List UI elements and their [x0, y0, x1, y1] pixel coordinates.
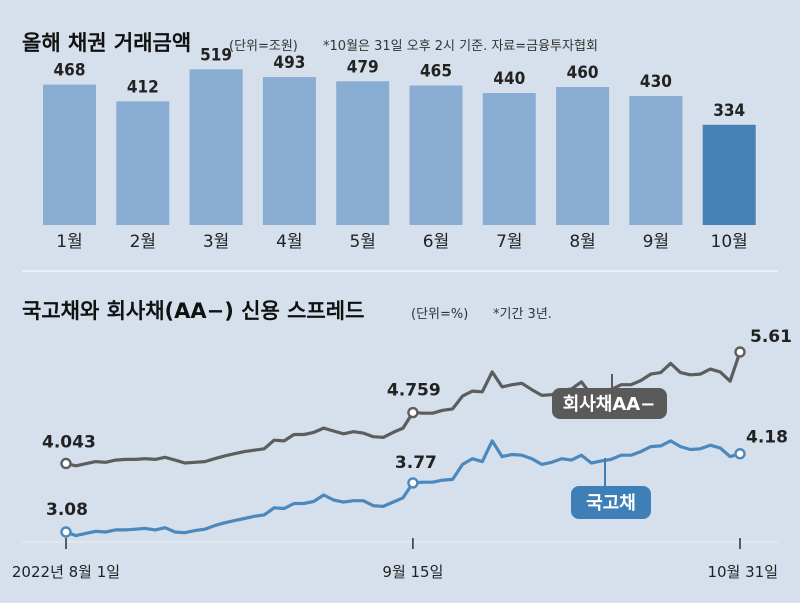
bar-value-label-group: 468 412 519 493 479 465 440 460 430 334 — [54, 45, 746, 121]
x-tick-label: 10월 31일 — [707, 563, 778, 581]
bar — [43, 84, 96, 225]
bar-value-label: 460 — [567, 63, 599, 83]
data-point-label: 4.043 — [42, 432, 96, 452]
month-label: 9월 — [643, 232, 669, 252]
data-point-label: 5.61 — [750, 327, 792, 347]
month-label: 10월 — [711, 232, 748, 252]
bar — [629, 96, 683, 225]
month-label: 8월 — [569, 232, 595, 252]
bar-value-label: 412 — [127, 77, 159, 97]
treasury-bond-line — [64, 439, 742, 538]
data-point-label: 4.18 — [746, 428, 788, 448]
data-point-label: 4.759 — [387, 381, 441, 401]
bar — [262, 77, 316, 225]
bar — [336, 81, 390, 225]
line-marker-group — [60, 346, 746, 538]
bar — [116, 101, 170, 225]
data-point-marker — [60, 526, 72, 538]
data-point-label: 3.77 — [395, 453, 437, 473]
line-chart-source-note: *기간 3년. — [493, 307, 552, 322]
bar-value-label: 493 — [273, 53, 305, 73]
month-label: 1월 — [56, 232, 82, 252]
series-tag-corporate-box — [552, 388, 667, 419]
bar — [482, 93, 536, 225]
data-point-marker — [734, 448, 746, 460]
data-point-marker — [407, 477, 419, 489]
line-chart-title: 국고채와 회사채(AA−) 신용 스프레드 — [22, 299, 364, 323]
bar-chart-source-note: *10월은 31일 오후 2시 기준. 자료=금융투자협회 — [323, 39, 598, 54]
month-label: 2월 — [130, 232, 156, 252]
bar — [189, 69, 243, 225]
bar-chart-unit-note: (단위=조원) — [229, 39, 298, 54]
x-tick-label: 9월 15일 — [382, 563, 443, 581]
x-tick-label: 2022년 8월 1일 — [12, 563, 120, 581]
line-point-label-group: 4.043 4.759 5.61 3.08 3.77 4.18 — [42, 327, 792, 520]
series-tag-corporate: 회사채AA− — [552, 374, 667, 419]
bar-value-label: 334 — [713, 101, 745, 121]
series-tag-corporate-label: 회사채AA− — [563, 394, 656, 415]
month-label-group: 1월 2월 3월 4월 5월 6월 7월 8월 9월 10월 — [56, 232, 748, 252]
x-tick-group: 2022년 8월 1일 9월 15일 10월 31일 — [12, 538, 778, 581]
data-point-label: 3.08 — [46, 500, 88, 520]
line-series-group — [64, 350, 742, 538]
series-tag-treasury-label: 국고채 — [586, 493, 636, 514]
month-label: 7월 — [496, 232, 522, 252]
month-label: 5월 — [349, 232, 375, 252]
bar-value-label: 465 — [420, 62, 452, 82]
corporate-bond-line — [64, 350, 742, 468]
bar-value-label: 479 — [347, 57, 379, 77]
data-point-marker — [407, 406, 419, 419]
data-point-marker — [60, 457, 72, 470]
series-tag-treasury: 국고채 — [571, 458, 651, 519]
line-chart-unit-note: (단위=%) — [411, 307, 468, 322]
month-label: 3월 — [203, 232, 229, 252]
bar-value-label: 519 — [200, 45, 232, 65]
bar — [409, 85, 463, 225]
bar-value-label: 468 — [54, 61, 86, 81]
bar-group — [43, 69, 756, 225]
data-point-marker — [734, 346, 746, 358]
series-tag-treasury-box — [571, 486, 651, 519]
month-label: 6월 — [423, 232, 449, 252]
bar — [556, 87, 610, 225]
bar-value-label: 440 — [493, 69, 525, 89]
bar-value-label: 430 — [640, 72, 672, 92]
bar-chart-title: 올해 채권 거래금액 — [22, 31, 191, 55]
month-label: 4월 — [276, 232, 302, 252]
bar — [702, 124, 756, 225]
